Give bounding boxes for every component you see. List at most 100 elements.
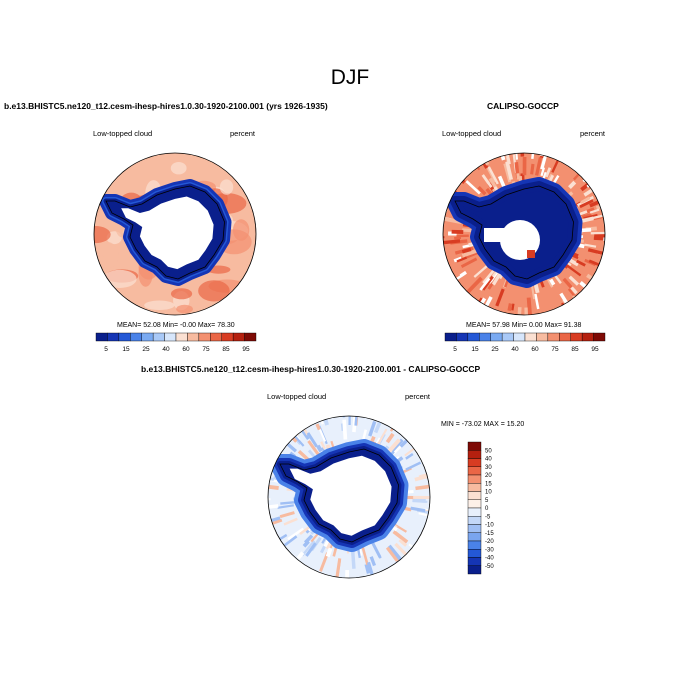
colorbar-tick-label: 15 (471, 346, 479, 353)
cloud-patch (94, 225, 111, 244)
colorbar-swatch (513, 332, 526, 342)
colorbar-tick-label: 0 (485, 506, 489, 512)
cloud-streak (375, 574, 384, 578)
cloud-streak (371, 542, 382, 558)
cloud-streak (394, 542, 409, 557)
panel-2-title: CALIPSO-GOCCP (487, 101, 559, 111)
cloud-streak (503, 163, 512, 183)
cloud-streak (534, 151, 535, 152)
cloud-streak (277, 419, 294, 437)
cloud-streak (564, 262, 582, 277)
cloud-streak (453, 256, 462, 263)
cloud-streak (516, 173, 520, 180)
colorbar-tick-label: -10 (485, 523, 494, 529)
cloud-streak (398, 538, 408, 547)
colorbar-swatch (547, 332, 560, 342)
colorbar-tick-label: 15 (485, 481, 492, 487)
colorbar-swatch (244, 332, 257, 342)
cloud-streak (539, 153, 545, 159)
cloud-streak (562, 153, 569, 160)
colorbar-swatch (164, 332, 177, 342)
cloud-streak (580, 196, 591, 204)
cloud-streak (305, 542, 317, 557)
cloud-streak (318, 427, 327, 442)
cloud-streak (268, 444, 278, 456)
colorbar-tick-label: -5 (485, 514, 491, 520)
cloud-streak (567, 304, 579, 315)
cloud-streak (589, 208, 600, 214)
cloud-streak (394, 561, 404, 572)
panel-2-colorbar: 5 15 25 40 60 75 85 95 (444, 332, 606, 353)
panel-3-units-label: percent (405, 392, 431, 401)
colorbar-swatch (467, 549, 482, 558)
colorbar-swatch (187, 332, 200, 342)
colorbar-swatch (467, 458, 482, 467)
colorbar-swatch (479, 332, 491, 342)
cloud-streak (303, 534, 314, 544)
interior-missing (289, 455, 392, 536)
panel-2-units-label: percent (580, 129, 606, 138)
colorbar-tick-label: -50 (485, 564, 494, 570)
cloud-streak (315, 416, 324, 425)
cloud-streak (413, 545, 428, 557)
cloud-streak (540, 167, 546, 177)
cloud-streak (268, 524, 275, 531)
colorbar-swatch (107, 332, 120, 342)
cloud-streak (473, 153, 485, 161)
colorbar-swatch (559, 332, 571, 342)
cloud-streak (277, 504, 294, 509)
colorbar-swatch (467, 491, 482, 500)
cloud-streak (570, 286, 578, 295)
colorbar-swatch (593, 332, 606, 342)
cloud-streak (405, 452, 414, 460)
cloud-patch (219, 179, 234, 195)
colorbar-swatch (490, 332, 503, 342)
colorbar-tick-label: -20 (485, 539, 494, 545)
colorbar-tick-label: 85 (222, 346, 230, 353)
cloud-streak (287, 527, 305, 541)
cloud-streak (389, 416, 401, 432)
cloud-streak (534, 293, 540, 310)
colorbar-swatch (467, 540, 482, 550)
cloud-streak (282, 556, 295, 570)
cloud-streak (279, 511, 295, 519)
colorbar-tick-label: 30 (485, 465, 492, 471)
cloud-streak (461, 247, 472, 254)
cloud-streak (481, 275, 494, 291)
cloud-streak (543, 153, 549, 155)
cloud-streak (307, 449, 316, 458)
cloud-streak (555, 153, 563, 161)
panel-1-variable-label: Low-topped cloud (93, 129, 153, 138)
panel-3-title: b.e13.BHISTC5.ne120_t12.cesm-ihesp-hires… (141, 364, 481, 374)
colorbar-tick-label: 60 (182, 346, 190, 353)
colorbar-tick-label: -40 (485, 556, 494, 562)
cloud-streak (579, 199, 594, 209)
colorbar-tick-label: 25 (142, 346, 150, 353)
cloud-streak (465, 180, 481, 195)
cloud-streak (487, 282, 494, 290)
cloud-streak (280, 500, 297, 505)
figure-title: DJF (330, 66, 370, 89)
colorbar-swatch (130, 332, 142, 342)
cloud-streak (360, 414, 362, 415)
interior-missing (121, 196, 214, 270)
cloud-streak (581, 227, 592, 233)
cloud-streak (572, 295, 580, 304)
cloud-streak (361, 545, 369, 566)
cloud-streak (364, 563, 371, 574)
colorbar-tick-label: 85 (571, 346, 579, 353)
colorbar-swatch (467, 507, 482, 517)
cloud-streak (283, 517, 298, 526)
cloud-patch (198, 280, 230, 302)
cloud-streak (410, 506, 426, 513)
cloud-streak (325, 575, 331, 578)
cloud-streak (387, 544, 403, 562)
cloud-streak (284, 535, 298, 547)
cloud-streak (591, 213, 605, 220)
colorbar-swatch (232, 332, 245, 342)
panel-3-variable-label: Low-topped cloud (267, 392, 327, 401)
colorbar-swatch (570, 332, 583, 342)
cloud-streak (352, 416, 358, 433)
cloud-streak (306, 432, 318, 448)
colorbar-swatch (467, 565, 482, 575)
